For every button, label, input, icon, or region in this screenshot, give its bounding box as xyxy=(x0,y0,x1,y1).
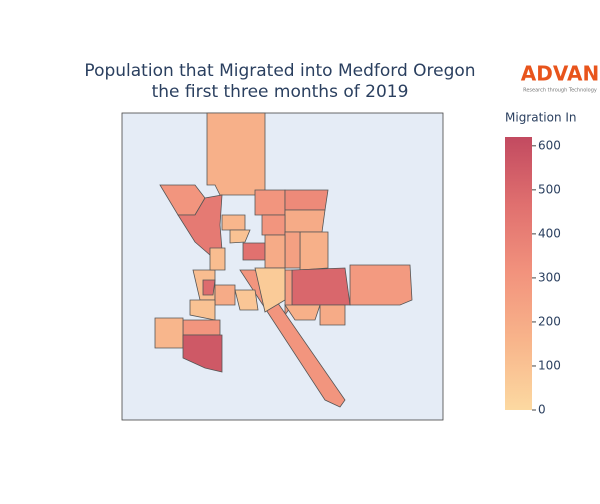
region xyxy=(182,334,223,373)
region xyxy=(254,189,286,216)
colorbar-ticks: 0 100 200 300 400 500 600 xyxy=(532,138,561,417)
region xyxy=(206,112,266,196)
colorbar-tick-label: 300 xyxy=(538,270,561,284)
title-line: Population that Migrated into Medford Or… xyxy=(84,61,475,81)
logo-tagline: Research through Technology xyxy=(523,88,597,94)
colorbar-tick-label: 500 xyxy=(538,182,561,196)
region xyxy=(284,304,321,321)
region xyxy=(284,231,301,269)
region xyxy=(261,214,286,236)
colorbar xyxy=(505,137,532,410)
region xyxy=(154,317,184,349)
logo-name: ADVAN xyxy=(521,62,599,86)
colorbar-tick-label: 100 xyxy=(538,358,561,372)
region xyxy=(214,284,236,306)
region xyxy=(291,267,351,306)
colorbar-tick-label: 0 xyxy=(538,403,546,417)
region xyxy=(254,267,286,313)
region xyxy=(177,194,223,256)
region xyxy=(299,231,329,271)
region xyxy=(229,229,251,244)
region xyxy=(209,247,226,271)
region xyxy=(202,279,216,296)
regions xyxy=(154,112,413,408)
region xyxy=(349,264,413,306)
region xyxy=(182,319,221,336)
region xyxy=(264,234,286,269)
region xyxy=(319,304,346,326)
colorbar-tick-label: 400 xyxy=(538,226,561,240)
colorbar-tick-label: 600 xyxy=(538,138,561,152)
region xyxy=(284,209,326,233)
region xyxy=(284,189,329,211)
region xyxy=(242,242,266,261)
title-line: the first three months of 2019 xyxy=(152,82,409,102)
region xyxy=(234,289,259,311)
region xyxy=(221,214,246,231)
colorbar-tick-label: 200 xyxy=(538,314,561,328)
colorbar-title: Migration In xyxy=(505,111,577,125)
